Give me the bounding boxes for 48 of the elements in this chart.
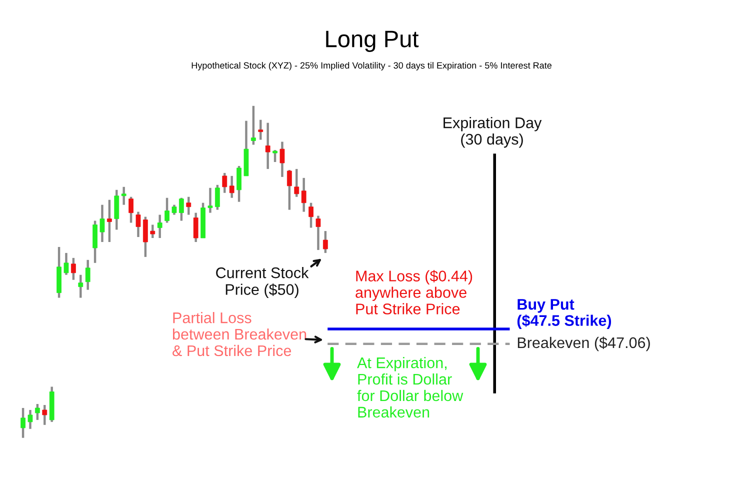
candlestick [280,140,285,178]
text: At Expiration, Profit is Dollar for Dollar below Breakeven [357,357,464,418]
candlestick [316,214,321,252]
candlestick [308,202,314,229]
candlestick [265,122,270,170]
candlestick [100,204,105,244]
candlestick [294,168,300,198]
candlestick [258,118,264,141]
candlestick [106,198,112,244]
candlestick [150,224,156,240]
candlestick [178,196,184,222]
candlestick [78,274,84,299]
candlestick [286,168,292,211]
chart-title: Long Put [326,30,419,52]
candlestick [92,220,98,264]
candlestick [42,404,48,426]
candlestick [236,164,242,203]
text: Hypothetical Stock (XYZ) - 25% Implied Volatility - 30 days til Expiration - 5% Interest Rate [192,62,552,70]
candlestick [136,210,141,238]
candlestick [186,196,192,216]
candlestick [70,256,76,281]
candlestick [322,230,328,254]
candlestick [142,216,148,258]
candlestick [20,406,26,439]
candlestick [157,214,162,240]
candlestick [250,104,256,146]
candlestick [208,186,213,214]
candlestick [214,184,220,211]
candlestick [272,148,278,164]
candlestick [121,186,126,206]
candlestick [85,258,90,291]
candlestick [164,196,170,224]
ref-line-label: Buy Put ($47.5 Strike) [517,299,612,329]
candlestick [222,172,228,194]
text: Max Loss ($0.44) anywhere above Put Strike Price [356,270,472,314]
text: Expiration Day (30 days) [444,117,542,148]
ref-line-label: Breakeven ($47.06) [518,336,650,352]
candlestick [64,252,69,276]
candlestick [301,176,306,213]
candlestick [28,408,33,430]
candlestick [34,402,40,422]
annotation: Current Stock Price ($50) [216,267,309,298]
candlestick [229,174,234,199]
candlestick [193,212,198,244]
candlestick [128,196,134,224]
annotation: Partial Loss between Breakeven & Put Strike Price [172,312,306,356]
candlestick [172,204,177,216]
candlestick [114,188,120,231]
